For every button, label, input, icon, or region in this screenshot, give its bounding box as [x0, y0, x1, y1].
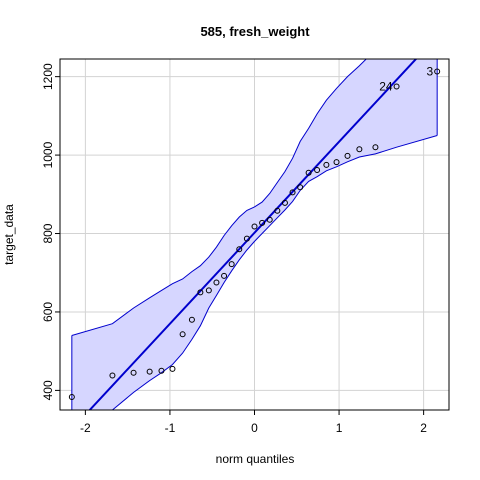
data-point — [228, 261, 235, 268]
data-point — [314, 166, 321, 173]
data-point — [109, 372, 116, 379]
data-point — [274, 207, 281, 214]
y-tick-label: 1000 — [41, 141, 55, 168]
data-point — [179, 331, 186, 338]
data-point — [213, 279, 220, 286]
data-point — [323, 161, 330, 168]
reference-line — [88, 59, 418, 410]
y-tick-label: 600 — [41, 302, 55, 322]
data-point — [146, 368, 153, 375]
data-point — [297, 184, 304, 191]
data-point — [169, 365, 176, 372]
y-tick-label: 800 — [41, 223, 55, 243]
data-point — [130, 369, 137, 376]
point-label: 24 — [379, 79, 393, 93]
x-tick-label: 2 — [420, 421, 427, 435]
envelope-fill — [71, 59, 438, 410]
data-point — [305, 169, 312, 176]
data-point — [434, 68, 441, 75]
point-label: 3 — [426, 65, 433, 79]
y-tick-label: 1200 — [41, 63, 55, 90]
data-point — [266, 216, 273, 223]
data-point — [333, 159, 340, 166]
data-point — [221, 272, 228, 279]
data-point — [188, 316, 195, 323]
data-point — [372, 144, 379, 151]
data-point — [205, 287, 212, 294]
y-tick-label: 400 — [41, 380, 55, 400]
y-axis-label: target_data — [2, 204, 16, 265]
data-point — [251, 223, 258, 230]
data-point — [289, 189, 296, 196]
x-tick-label: 0 — [251, 421, 258, 435]
x-axis: -2 -1 0 1 2 — [80, 410, 427, 435]
data-point — [356, 146, 363, 153]
x-tick-label: -1 — [165, 421, 176, 435]
data-point — [259, 219, 266, 226]
data-point — [68, 394, 75, 401]
x-axis-label: norm quantiles — [216, 452, 295, 466]
envelope-upper — [71, 59, 367, 336]
data-point — [197, 289, 204, 296]
data-point — [281, 199, 288, 206]
data-point — [243, 235, 250, 242]
data-point — [393, 83, 400, 90]
x-tick-label: -2 — [80, 421, 91, 435]
data-point — [236, 246, 243, 253]
point-labels: 24 3 — [379, 65, 433, 94]
y-axis: 400 600 800 1000 1200 — [41, 63, 60, 400]
envelope-lower — [111, 135, 438, 410]
x-tick-label: 1 — [336, 421, 343, 435]
confidence-envelope — [71, 59, 438, 410]
chart-title: 585, fresh_weight — [200, 24, 310, 39]
data-points — [68, 68, 441, 401]
data-point — [158, 367, 165, 374]
reference-line-group — [88, 59, 418, 410]
data-point — [344, 152, 351, 159]
